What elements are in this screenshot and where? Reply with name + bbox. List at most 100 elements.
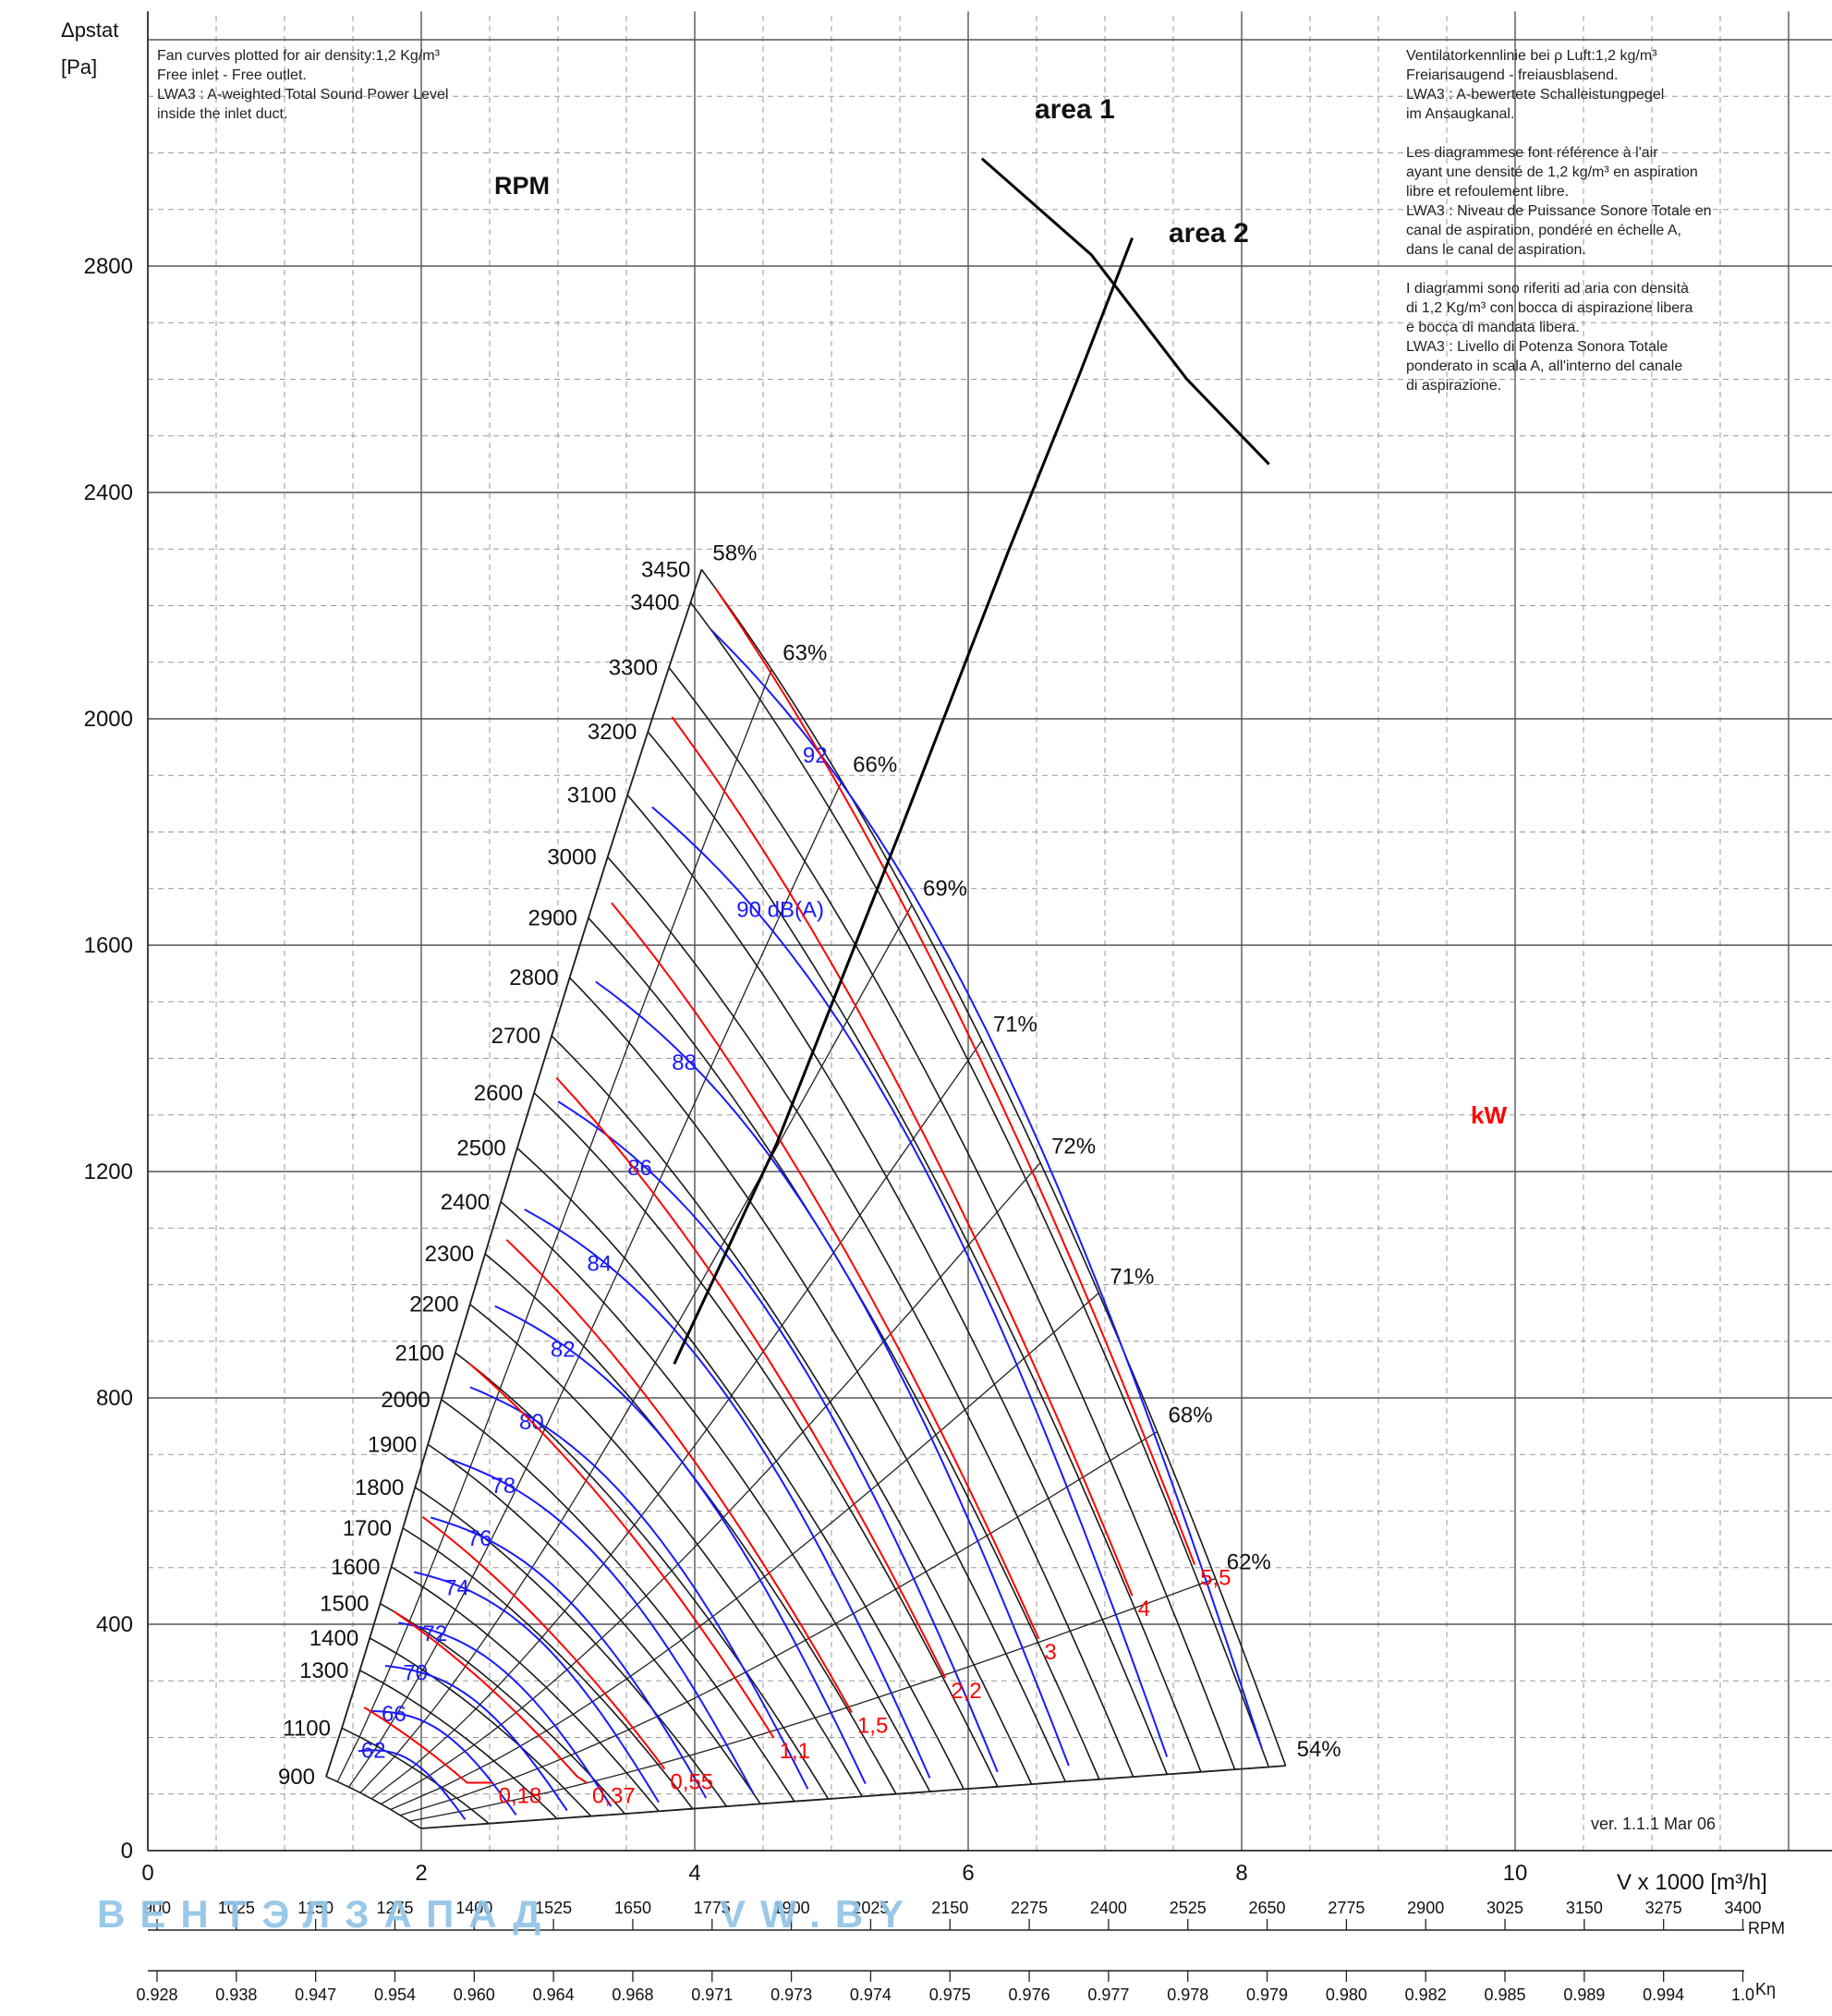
power-label: 0,37 (592, 1784, 636, 1809)
efficiency-lines: 58% 63% 66% 69% 71% 72% 71% 68% 62% 54% (325, 540, 1341, 1829)
power-line (363, 1706, 493, 1784)
sound-label: 84 (588, 1251, 613, 1276)
speed-curve-900 (325, 1776, 422, 1829)
keta-scale-label: 0.977 (1087, 1986, 1129, 2004)
power-label: 0,55 (670, 1770, 713, 1795)
speed-label-2000: 2000 (381, 1388, 430, 1413)
y-tick-label: 400 (96, 1612, 133, 1637)
efficiency-label: 66% (853, 753, 897, 778)
sound-curve (358, 1749, 467, 1820)
power-line (611, 902, 1040, 1640)
note-english: Fan curves plotted for air density:1,2 K… (157, 48, 449, 122)
speed-curve-3100 (626, 794, 1169, 1775)
efficiency-label: 71% (1110, 1265, 1154, 1290)
y-axis-unit: [Pa] (61, 55, 97, 79)
efficiency-label: 69% (923, 876, 967, 901)
power-lines: 0,18 0,37 0,55 1,1 1,5 2,2 3 4 5,5 kW (363, 587, 1507, 1809)
rpm-scale-label: 2400 (1090, 1899, 1127, 1917)
speed-label-1100: 1100 (283, 1716, 331, 1741)
speed-label-2500: 2500 (456, 1136, 505, 1161)
efficiency-label: 58% (712, 540, 757, 565)
power-label: 5,5 (1200, 1565, 1231, 1590)
keta-scale-label: 0.960 (454, 1986, 495, 2004)
speed-curve-2100 (455, 1352, 830, 1800)
power-label: 2,2 (951, 1679, 981, 1704)
speed-curve-3400 (689, 601, 1270, 1767)
sound-curve (710, 628, 1263, 1749)
speed-curve-1800 (414, 1487, 728, 1807)
power-line (505, 1239, 853, 1713)
speed-label-2900: 2900 (528, 906, 576, 931)
keta-scale-label: 0.974 (850, 1986, 892, 2004)
keta-scale-label: 0.980 (1326, 1986, 1367, 2004)
efficiency-label: 68% (1169, 1403, 1213, 1428)
rpm-scale-label: 1775 (694, 1899, 731, 1917)
speed-label-2200: 2200 (409, 1293, 458, 1318)
rpm-scale-label: 2900 (1407, 1899, 1444, 1917)
watermark: ВЕНТЭЛЗАПАД VW.BY (97, 1892, 918, 1937)
sound-curve (651, 806, 1169, 1757)
rpm-scale-label: 1025 (218, 1899, 255, 1917)
y-tick-label: 1200 (84, 1160, 133, 1184)
watermark-text: ВЕНТЭЛЗАПАД (97, 1892, 556, 1936)
sound-label: 66 (382, 1702, 406, 1727)
speed-curve-3200 (647, 731, 1202, 1773)
rpm-header: RPM (494, 172, 550, 200)
keta-scale-label: 0.947 (295, 1986, 336, 2004)
keta-scale-label: 0.964 (533, 1986, 575, 2004)
axes: Δpstat [Pa] V x 1000 [m³/h] RPM ver. 1.1… (61, 11, 1832, 1895)
y-tick-label: 2400 (84, 480, 133, 505)
sound-label: 82 (551, 1337, 576, 1362)
sound-curve (595, 980, 1070, 1767)
speed-label-3300: 3300 (609, 656, 658, 681)
speed-curve-1300 (359, 1670, 558, 1819)
rpm-scale-label: 2150 (931, 1899, 968, 1917)
x-tick-label: 4 (688, 1861, 700, 1886)
keta-scale-label: 0.971 (691, 1986, 733, 2004)
speed-label-2700: 2700 (491, 1024, 540, 1049)
speed-curve-2500 (516, 1148, 965, 1790)
speed-curve-1100 (341, 1727, 490, 1825)
rpm-scale-label: 3150 (1566, 1899, 1603, 1917)
rpm-scale-label: 1525 (535, 1899, 572, 1917)
speed-label-1800: 1800 (355, 1476, 404, 1500)
speed-curve-3450 (700, 568, 1287, 1767)
sound-curve (448, 1458, 755, 1794)
keta-scale-label: 0.985 (1485, 1986, 1526, 2004)
speed-curve-1400 (369, 1637, 592, 1817)
power-line (555, 1076, 947, 1679)
speed-label-1300: 1300 (299, 1658, 348, 1683)
speed-curve-3000 (607, 856, 1134, 1778)
power-line (421, 1516, 666, 1770)
rpm-scale-label: 1150 (297, 1899, 334, 1917)
power-label: 1,1 (780, 1739, 810, 1764)
speed-curve-1700 (402, 1527, 694, 1810)
efficiency-label: 62% (1227, 1550, 1271, 1575)
keta-scale-label: 0.982 (1405, 1986, 1447, 2004)
speed-label-900: 900 (278, 1765, 315, 1790)
rpm-scale-label: 2025 (852, 1899, 889, 1917)
bottom-scales: 900 1025 1150 1275 1400 1525 1650 1775 1900 2025 2… (136, 1899, 1785, 2004)
keta-scale-label: 0.928 (136, 1986, 177, 2004)
speed-label-1400: 1400 (309, 1626, 358, 1651)
x-tick-label: 8 (1235, 1861, 1247, 1886)
sound-label: 74 (444, 1576, 469, 1601)
speed-curve-1500 (380, 1603, 625, 1815)
rpm-scale-label: 2650 (1249, 1899, 1286, 1917)
efficiency-line (336, 669, 772, 1782)
speed-curve-2400 (500, 1201, 931, 1792)
y-tick-label: 2000 (84, 707, 133, 732)
rpm-scale-label: 1400 (455, 1899, 492, 1917)
sound-curve (524, 1208, 931, 1779)
keta-scale-title: Kη (1755, 1980, 1776, 1998)
sound-label: 70 (403, 1660, 428, 1685)
y-tick-label: 0 (121, 1839, 133, 1864)
speed-label-1900: 1900 (368, 1432, 417, 1457)
y-tick-label: 800 (96, 1386, 133, 1411)
speed-curve-2000 (441, 1399, 795, 1803)
watermark-url: VW.BY (719, 1892, 919, 1936)
speed-curves: 900 1100 1300 1400 1500 1600 1700 1800 1900 2000 2… (278, 557, 1287, 1829)
keta-scale-label: 0.994 (1643, 1986, 1684, 2004)
